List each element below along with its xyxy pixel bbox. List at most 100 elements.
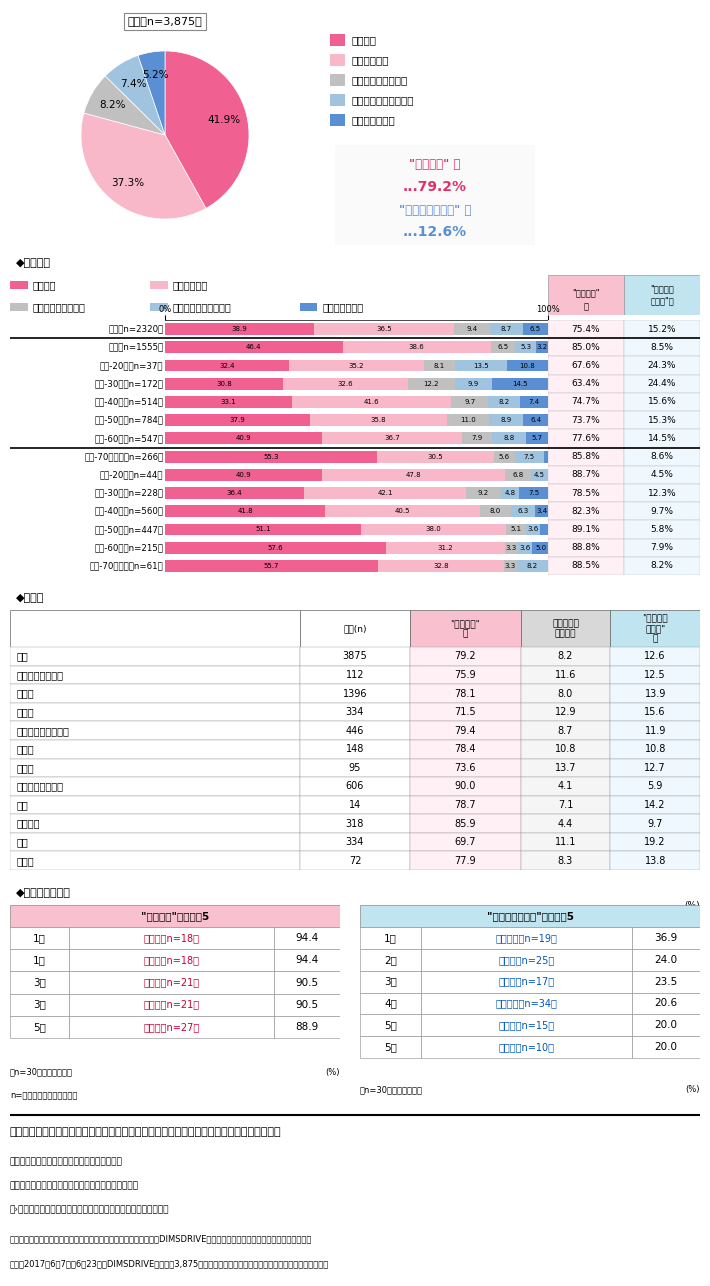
Bar xyxy=(632,949,700,971)
Bar xyxy=(548,430,624,448)
Text: 8.2: 8.2 xyxy=(558,652,573,661)
Bar xyxy=(624,521,700,539)
Text: 男性-60代（n=547）: 男性-60代（n=547） xyxy=(94,433,163,442)
Text: 82.3%: 82.3% xyxy=(572,507,601,516)
Bar xyxy=(360,993,421,1015)
Bar xyxy=(310,414,447,426)
Text: 意識する: 意識する xyxy=(33,280,56,291)
Text: 12.5: 12.5 xyxy=(645,670,666,680)
Bar xyxy=(274,949,340,971)
Bar xyxy=(421,927,632,949)
Bar xyxy=(410,721,520,739)
Bar xyxy=(611,703,700,721)
Text: 全体: 全体 xyxy=(17,652,28,661)
Bar xyxy=(10,777,300,796)
Text: 38.0: 38.0 xyxy=(425,526,442,532)
Text: 55.3: 55.3 xyxy=(263,454,278,459)
Text: 1位: 1位 xyxy=(384,932,397,943)
Bar xyxy=(611,777,700,796)
Text: 63.4%: 63.4% xyxy=(572,379,601,388)
Bar xyxy=(548,320,624,338)
Bar xyxy=(611,647,700,666)
Text: ...79.2%: ...79.2% xyxy=(403,180,467,194)
Text: 3.6: 3.6 xyxy=(527,526,538,532)
Bar xyxy=(421,993,632,1015)
Text: 消費期限：期限を過ぎたら食べないほうがよい期限。: 消費期限：期限を過ぎたら食べないほうがよい期限。 xyxy=(10,1182,139,1191)
Bar xyxy=(611,759,700,777)
Text: "意識して
いない"
計: "意識して いない" 計 xyxy=(643,613,668,643)
Text: (%): (%) xyxy=(684,901,700,910)
Text: 13.5: 13.5 xyxy=(473,363,488,369)
Text: 9.4: 9.4 xyxy=(466,327,477,332)
Text: 6.4: 6.4 xyxy=(530,417,541,423)
Text: 32.8: 32.8 xyxy=(433,563,449,568)
Text: 学生: 学生 xyxy=(17,800,28,810)
Text: 専業主婦（主夫）: 専業主婦（主夫） xyxy=(17,782,64,791)
Text: 沖縄県（n=21）: 沖縄県（n=21） xyxy=(143,999,200,1010)
Bar xyxy=(283,378,408,390)
Bar xyxy=(624,557,700,575)
Text: 15.6%: 15.6% xyxy=(648,397,677,406)
Bar xyxy=(165,523,361,535)
Bar xyxy=(330,114,345,126)
Text: 23.5: 23.5 xyxy=(655,976,677,986)
Text: 4.8: 4.8 xyxy=(505,490,515,496)
Bar xyxy=(504,559,517,572)
Bar xyxy=(165,396,292,408)
Text: 40.9: 40.9 xyxy=(236,436,251,441)
Bar xyxy=(491,341,515,354)
Bar xyxy=(548,448,624,466)
Text: 40.5: 40.5 xyxy=(395,508,410,514)
Bar xyxy=(10,833,300,851)
Bar xyxy=(322,432,462,444)
Text: 11.9: 11.9 xyxy=(645,725,666,736)
Text: 宮崎県（n=10）: 宮崎県（n=10） xyxy=(498,1042,555,1052)
Text: 112: 112 xyxy=(346,670,364,680)
Bar xyxy=(360,949,421,971)
Text: 公務員: 公務員 xyxy=(17,745,35,755)
Bar xyxy=(10,759,300,777)
Bar xyxy=(165,414,310,426)
Bar xyxy=(10,994,70,1016)
Bar xyxy=(314,323,454,336)
Bar xyxy=(165,378,283,390)
Bar xyxy=(489,414,523,426)
Bar xyxy=(10,927,70,949)
Bar xyxy=(532,541,551,553)
Bar xyxy=(632,1037,700,1058)
Text: 90.5: 90.5 xyxy=(295,977,319,988)
Bar xyxy=(360,927,421,949)
Text: 69.7: 69.7 xyxy=(454,837,476,847)
Wedge shape xyxy=(84,76,165,135)
Text: あまり意識していない: あまり意識していない xyxy=(352,95,415,105)
Text: 女性-70代以上（n=61）: 女性-70代以上（n=61） xyxy=(89,562,163,571)
Bar xyxy=(300,814,410,833)
Bar xyxy=(421,1015,632,1037)
Title: 全体（n=3,875）: 全体（n=3,875） xyxy=(128,17,202,27)
Text: 12.6: 12.6 xyxy=(645,652,666,661)
Bar xyxy=(300,721,410,739)
Bar xyxy=(540,523,548,535)
Text: "意識していない" 計: "意識していない" 計 xyxy=(399,203,471,216)
Bar xyxy=(462,432,493,444)
Text: 女性-50代（n=447）: 女性-50代（n=447） xyxy=(94,525,163,534)
Text: 9.7: 9.7 xyxy=(648,819,663,828)
Text: 78.7: 78.7 xyxy=(454,800,476,810)
Bar xyxy=(548,392,624,412)
Bar xyxy=(330,33,345,46)
Text: 13.8: 13.8 xyxy=(645,855,666,865)
Bar xyxy=(424,360,455,372)
Text: 島根県（n=15）: 島根県（n=15） xyxy=(498,1020,555,1030)
Bar xyxy=(330,94,345,105)
Bar xyxy=(520,396,548,408)
Bar xyxy=(624,356,700,374)
Bar xyxy=(611,796,700,814)
Text: 8.0: 8.0 xyxy=(490,508,501,514)
Bar xyxy=(455,360,507,372)
Bar xyxy=(520,739,611,759)
Bar xyxy=(451,396,488,408)
Bar xyxy=(611,684,700,703)
Text: 35.2: 35.2 xyxy=(349,363,364,369)
Bar xyxy=(490,323,523,336)
Text: 36.9: 36.9 xyxy=(655,932,677,943)
